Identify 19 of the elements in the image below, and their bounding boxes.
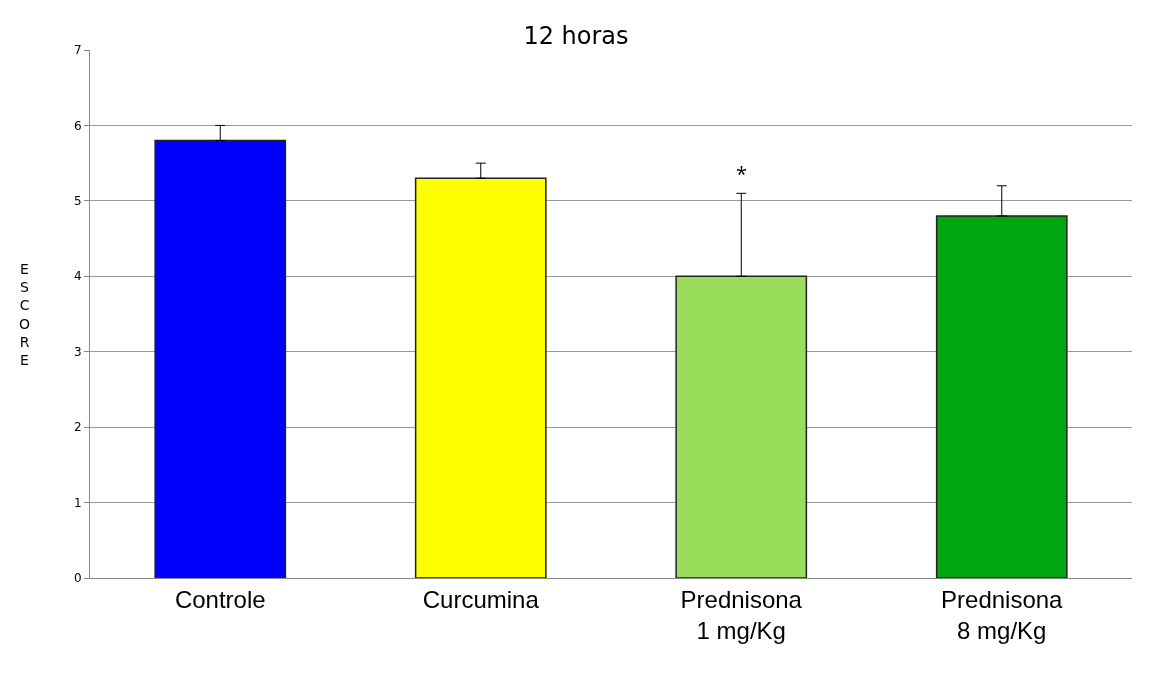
annotation: * — [736, 160, 748, 187]
y-tick-label: 5 — [73, 194, 82, 209]
chart-title: 12 horas — [523, 21, 629, 50]
y-tick-label: 1 — [73, 495, 82, 510]
y-tick-label: 2 — [73, 420, 82, 435]
y-tick-label: 3 — [73, 344, 82, 359]
y-tick-label: 7 — [73, 43, 82, 58]
x-tick-label: Controle — [174, 585, 266, 613]
bar — [675, 275, 808, 578]
x-tick-label: Prednisona 1 mg/Kg — [680, 585, 803, 644]
x-tick-label: Curcumina — [422, 585, 540, 613]
bar — [414, 177, 547, 578]
y-tick-label: 0 — [73, 571, 82, 586]
y-axis-title: ESCORE — [19, 261, 31, 368]
y-tick-label: 4 — [73, 269, 82, 284]
y-tick-label: 6 — [73, 118, 82, 133]
bar — [154, 139, 287, 578]
bar — [935, 215, 1068, 578]
x-tick-label: Prednisona 8 mg/Kg — [941, 585, 1064, 644]
